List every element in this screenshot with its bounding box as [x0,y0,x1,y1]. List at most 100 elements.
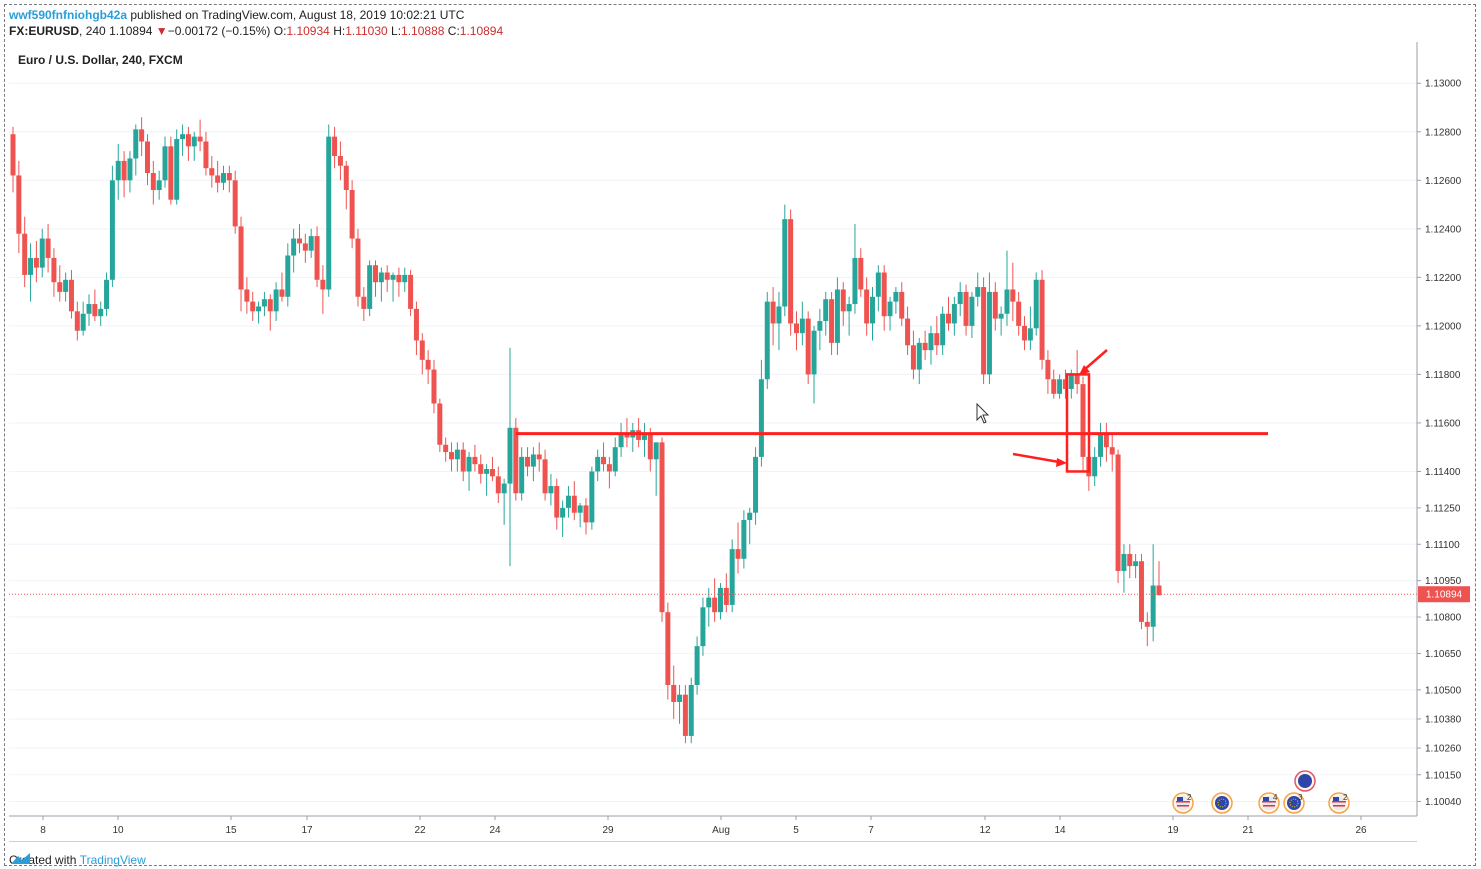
candle-body [80,313,86,331]
publisher-link[interactable]: wwf590fnfniohgb42a [9,8,128,22]
candle [1027,306,1033,351]
event-badge[interactable]: 2 [1172,792,1194,814]
candle-body [1016,301,1022,326]
candle [191,131,197,161]
candle-body [437,403,443,445]
candle-body [150,173,156,191]
candle [519,447,525,501]
candle-body [940,313,946,346]
event-badge[interactable] [1211,792,1233,814]
candle-body [700,607,706,647]
price-tick-label: 1.11400 [1425,467,1461,478]
candle-body [677,694,683,702]
candle-body [1068,374,1074,389]
candle [402,267,408,292]
candle [577,503,583,528]
cursor-shape [976,402,990,424]
low-label: L: [391,24,402,38]
candle [144,134,150,186]
candle-body [390,274,396,280]
candle-body [1039,279,1045,360]
candle-body [22,233,28,275]
candle-body [513,427,519,494]
candle [682,684,688,744]
candle-body [729,549,735,605]
time-tick-label: 8 [40,825,46,836]
candle-body [975,287,981,297]
candle [238,216,244,312]
candle-body [39,238,45,268]
time-tick-label: 21 [1242,825,1254,836]
candle-body [156,180,162,191]
price-tick-label: 1.10150 [1425,770,1462,781]
chart-area[interactable]: 1.13000 1.12800 1.12600 1.12400 1.12200 1.120… [9,42,1475,842]
candle [355,228,361,307]
candle-body [1092,456,1098,477]
candle [729,539,735,613]
time-tick-label: 26 [1355,825,1367,836]
time-axis[interactable] [9,816,1417,842]
event-badge[interactable] [1294,770,1316,792]
candle-body [209,168,215,176]
candle [928,325,934,365]
candle [297,223,302,254]
candle [449,442,455,472]
candle [45,223,51,273]
candle [320,265,326,314]
candle [893,287,899,314]
candle [291,228,297,273]
candle [501,478,507,525]
event-badge[interactable]: 4 [1258,792,1280,814]
candle [969,291,975,339]
candlestick-chart[interactable]: 1.13000 1.12800 1.12600 1.12400 1.12200 1.120… [9,42,1475,842]
candle-body [875,272,881,297]
candle-body [887,301,893,317]
event-badges[interactable]: 2 4 3 2 [1172,770,1350,814]
arrow-head-icon [1079,365,1090,375]
candle [793,311,799,351]
candle-body [981,287,987,375]
tradingview-logo-icon [12,853,30,864]
candle-body [928,333,934,351]
time-tick-label: 10 [112,825,124,836]
candle [834,277,840,355]
badge-count: 2 [1187,793,1192,802]
candle-body [226,173,232,181]
candle-body [74,311,80,331]
candle-body [261,299,267,307]
candle-body [823,299,829,322]
candle [916,338,922,385]
tradingview-link[interactable]: TradingView [79,853,146,867]
candle [694,636,700,695]
candle [823,291,829,336]
candle [367,260,373,317]
candle [443,437,449,462]
candle-body [682,694,688,736]
event-badge[interactable]: 3 [1283,792,1305,814]
candle-body [267,299,273,312]
candle [1074,350,1080,394]
candle-body [185,134,191,147]
candle [864,277,870,336]
candle-body [367,265,373,309]
candle [361,287,367,322]
price-tick-label: 1.10040 [1425,797,1462,808]
candle [589,466,595,530]
candle-body [302,243,308,251]
candle [332,126,338,169]
candle-body [396,274,402,283]
candle-body [1144,621,1150,627]
candle [63,272,69,302]
candle [33,240,39,283]
candle [22,216,28,288]
candle-body [104,279,110,309]
candle-body [852,257,858,305]
candle [1080,376,1086,472]
candle [28,243,34,302]
event-badge[interactable]: 2 [1328,792,1350,814]
time-tick-label: 17 [301,825,313,836]
chart-frame [4,4,1476,866]
candle [104,272,110,317]
candle [1010,262,1016,322]
us-stripe [1176,801,1190,803]
